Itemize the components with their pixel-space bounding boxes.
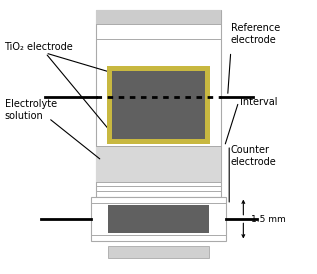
Text: TiO₂ electrode: TiO₂ electrode [4, 42, 73, 53]
Bar [108, 246, 209, 258]
Bar [96, 10, 221, 197]
Text: 1.5 mm: 1.5 mm [251, 215, 286, 224]
Bar [108, 205, 209, 233]
Bar [96, 147, 221, 182]
Bar [107, 67, 210, 144]
Text: Reference
electrode: Reference electrode [231, 23, 280, 45]
Bar [91, 197, 226, 241]
Text: Electrolyte
solution: Electrolyte solution [4, 99, 57, 121]
Bar [112, 71, 205, 139]
Bar [96, 10, 221, 24]
Text: Counter
electrode: Counter electrode [231, 145, 276, 167]
Text: Interval: Interval [240, 97, 278, 107]
